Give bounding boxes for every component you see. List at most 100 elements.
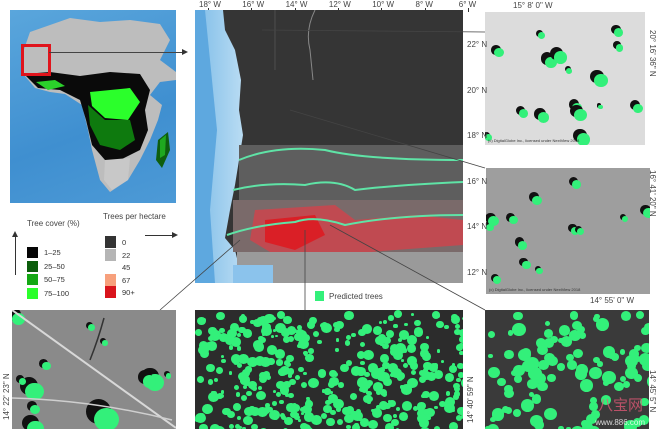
predicted-tree <box>254 342 265 352</box>
predicted-tree <box>340 364 349 373</box>
predicted-tree <box>622 381 631 389</box>
predicted-tree <box>504 349 514 359</box>
predicted-tree <box>486 424 500 429</box>
predicted-tree <box>277 367 287 377</box>
predicted-tree <box>393 324 398 328</box>
predicted-tree <box>300 422 309 429</box>
predicted-tree <box>363 349 375 361</box>
predicted-tree <box>242 426 246 429</box>
predicted-tree <box>358 417 362 421</box>
predicted-tree <box>372 382 384 393</box>
predicted-tree <box>233 384 239 390</box>
predicted-tree <box>595 318 610 332</box>
predicted-tree <box>537 112 550 123</box>
predicted-tree <box>18 377 27 385</box>
predicted-tree <box>388 400 392 403</box>
predicted-tree <box>165 373 172 379</box>
predicted-tree <box>327 399 333 405</box>
predicted-tree <box>445 391 451 397</box>
predicted-tree <box>330 410 336 416</box>
predicted-tree <box>420 393 426 399</box>
predicted-tree <box>537 381 548 392</box>
density-swatch <box>105 248 116 261</box>
predicted-tree <box>571 425 584 429</box>
predicted-tree <box>306 401 312 406</box>
predicted-tree <box>262 323 271 331</box>
predicted-tree <box>398 412 409 421</box>
tree-cover-label: 25–50 <box>44 261 65 271</box>
predicted-tree <box>215 366 223 374</box>
predicted-tree <box>424 357 428 361</box>
watermark-logo: 八宝网 <box>597 397 643 414</box>
predicted-tree <box>239 315 248 323</box>
predicted-tree <box>419 375 427 383</box>
predicted-tree <box>404 322 408 327</box>
predicted-tree <box>263 371 271 378</box>
longitude-label: 6° W <box>458 0 477 9</box>
predicted-tree <box>532 195 542 205</box>
predicted-tree <box>245 390 252 397</box>
predicted-tree <box>290 410 299 419</box>
predicted-tree <box>244 407 255 417</box>
predicted-tree <box>249 405 256 412</box>
predicted-tree <box>287 335 295 342</box>
predicted-tree <box>304 412 314 422</box>
tree-cover-label: 50–75 <box>44 275 65 284</box>
predicted-tree <box>269 409 280 421</box>
predicted-tree <box>425 336 429 340</box>
predicted-tree <box>93 407 119 429</box>
predicted-tree <box>298 339 309 350</box>
predicted-tree <box>257 407 268 418</box>
inset-middle-right: (c) DigitalGlobe Inc., licensed under Ne… <box>486 168 650 294</box>
predicted-tree <box>303 371 307 376</box>
predicted-tree <box>413 406 419 411</box>
bottom-right-lat-label: 14° 45' 5" N <box>648 370 657 413</box>
density-label: 90+ <box>122 288 135 297</box>
predicted-tree <box>209 345 215 351</box>
predicted-tree <box>388 315 395 321</box>
predicted-tree <box>558 337 564 344</box>
density-swatch <box>105 286 116 298</box>
predicted-tree <box>271 401 277 406</box>
predicted-tree <box>642 360 649 371</box>
predicted-tree <box>537 345 548 356</box>
predicted-tree <box>462 316 463 321</box>
predicted-tree <box>646 375 649 388</box>
predicted-tree <box>232 402 242 411</box>
predicted-tree <box>258 316 270 327</box>
predicted-tree <box>521 359 535 372</box>
arrow-head-icon <box>182 49 188 55</box>
predicted-tree <box>281 414 287 420</box>
predicted-tree <box>517 240 528 250</box>
predicted-tree <box>297 324 303 330</box>
predicted-tree <box>328 393 339 404</box>
predicted-tree <box>458 372 463 378</box>
predicted-tree <box>422 352 432 361</box>
predicted-tree <box>345 334 351 340</box>
predicted-tree <box>255 390 266 401</box>
predicted-tree <box>513 408 522 417</box>
predicted-tree <box>338 382 344 388</box>
predicted-tree <box>441 359 445 363</box>
predicted-tree <box>569 311 579 320</box>
predicted-tree <box>317 340 322 345</box>
predicted-tree <box>198 341 209 351</box>
predicted-tree <box>444 402 456 414</box>
predicted-tree <box>578 427 591 429</box>
predicted-tree <box>199 424 208 429</box>
predicted-tree <box>590 410 601 419</box>
predicted-tree <box>454 328 461 335</box>
predicted-tree <box>284 360 291 366</box>
predicted-tree <box>409 361 418 370</box>
predicted-tree <box>569 329 581 341</box>
predicted-tree <box>308 348 315 354</box>
predicted-tree <box>623 420 637 429</box>
predicted-tree <box>538 359 550 371</box>
predicted-tree <box>328 369 337 378</box>
predicted-tree <box>231 354 242 364</box>
predicted-tree <box>352 370 356 374</box>
predicted-tree <box>444 325 449 329</box>
predicted-tree <box>632 417 643 427</box>
predicted-tree <box>297 343 302 349</box>
predicted-tree <box>236 346 242 351</box>
